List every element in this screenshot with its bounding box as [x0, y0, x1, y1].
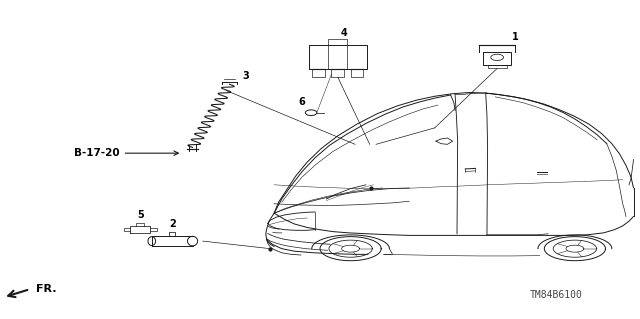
- Ellipse shape: [148, 237, 156, 246]
- Circle shape: [491, 54, 504, 61]
- Text: FR.: FR.: [36, 284, 57, 294]
- Ellipse shape: [188, 236, 198, 246]
- Text: 6: 6: [298, 97, 305, 107]
- Text: 5: 5: [137, 210, 143, 220]
- Text: 4: 4: [341, 28, 348, 38]
- Text: B-17-20: B-17-20: [74, 148, 119, 158]
- Text: 1: 1: [511, 32, 518, 42]
- Text: TM84B6100: TM84B6100: [529, 290, 582, 300]
- Circle shape: [305, 110, 317, 115]
- Text: 2: 2: [169, 219, 175, 229]
- Text: 3: 3: [242, 71, 249, 81]
